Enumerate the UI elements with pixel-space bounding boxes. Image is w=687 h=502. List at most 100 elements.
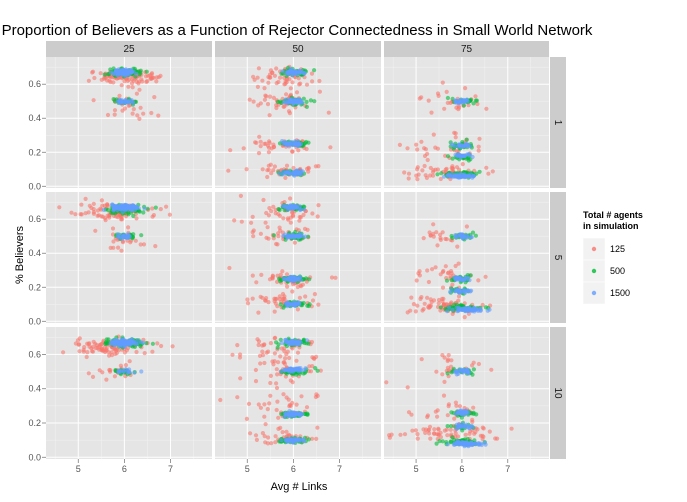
data-point-125 — [159, 343, 164, 349]
data-point-125 — [274, 407, 279, 413]
data-point-125 — [453, 400, 458, 405]
data-point-125 — [128, 240, 133, 245]
data-point-125 — [431, 222, 436, 227]
data-point-125 — [238, 376, 243, 381]
data-point-500 — [312, 99, 317, 104]
data-point-125 — [280, 430, 285, 435]
data-point-125 — [266, 80, 271, 85]
data-point-125 — [95, 213, 100, 218]
data-point-125 — [264, 235, 269, 240]
data-point-125 — [281, 392, 286, 397]
data-point-125 — [149, 110, 154, 116]
data-point-125 — [440, 269, 445, 275]
data-point-125 — [294, 90, 300, 95]
data-point-1500 — [453, 152, 458, 157]
data-point-125 — [251, 234, 256, 239]
data-point-125 — [268, 373, 273, 378]
data-point-125 — [97, 368, 102, 373]
data-point-125 — [313, 394, 318, 400]
data-point-125 — [258, 361, 263, 366]
data-point-1500 — [462, 409, 467, 414]
data-point-125 — [294, 402, 299, 407]
data-point-125 — [449, 358, 454, 363]
data-point-125 — [274, 103, 279, 108]
data-point-500 — [131, 213, 136, 219]
data-point-125 — [290, 400, 295, 406]
data-point-500 — [438, 305, 443, 310]
data-point-125 — [274, 66, 279, 71]
data-point-125 — [489, 367, 494, 372]
data-point-125 — [73, 341, 78, 346]
data-point-125 — [426, 279, 431, 285]
data-point-125 — [425, 157, 430, 163]
data-point-125 — [260, 431, 265, 436]
data-point-1500 — [123, 70, 129, 75]
legend-key-1500 — [591, 290, 597, 296]
data-point-1500 — [462, 234, 467, 239]
data-point-125 — [472, 431, 477, 436]
data-point-1500 — [294, 233, 299, 239]
data-point-500 — [306, 140, 311, 145]
data-point-125 — [402, 432, 408, 437]
data-point-125 — [108, 368, 113, 373]
data-point-125 — [99, 342, 104, 347]
data-point-1500 — [453, 289, 458, 294]
data-point-1500 — [463, 290, 468, 295]
data-point-125 — [442, 106, 447, 111]
data-point-1500 — [282, 140, 287, 146]
data-point-125 — [260, 349, 265, 354]
data-point-125 — [480, 436, 485, 441]
data-point-125 — [272, 351, 277, 356]
data-point-125 — [99, 198, 104, 203]
data-point-125 — [387, 433, 392, 438]
data-point-125 — [254, 437, 259, 442]
points-1500-panel-75-10 — [445, 367, 488, 449]
data-point-1500 — [464, 440, 469, 445]
data-point-1500 — [466, 371, 471, 376]
y-tick-label: 0.2 — [28, 418, 41, 428]
facet-strip-row-5 — [550, 192, 566, 323]
data-point-125 — [415, 432, 420, 437]
data-point-125 — [429, 110, 434, 115]
data-point-125 — [245, 297, 250, 302]
data-point-125 — [305, 227, 310, 232]
y-tick-label: 0.6 — [28, 79, 41, 89]
data-point-125 — [290, 149, 295, 154]
data-point-125 — [265, 407, 270, 412]
data-point-125 — [256, 151, 262, 156]
data-point-1500 — [462, 99, 467, 104]
data-point-125 — [262, 434, 267, 439]
data-point-125 — [262, 97, 267, 102]
data-point-125 — [247, 97, 252, 102]
data-point-125 — [270, 70, 275, 75]
data-point-125 — [290, 380, 295, 385]
data-point-125 — [444, 427, 449, 432]
data-point-125 — [423, 147, 428, 152]
points-1500-panel-25-10 — [108, 337, 146, 375]
data-point-125 — [267, 75, 272, 80]
data-point-125 — [414, 142, 419, 147]
data-point-125 — [255, 84, 260, 89]
x-tick-label: 6 — [122, 464, 127, 474]
data-point-1500 — [459, 442, 464, 447]
data-point-1500 — [286, 302, 291, 307]
data-point-1500 — [134, 205, 139, 211]
data-point-125 — [419, 139, 424, 144]
data-point-125 — [318, 368, 323, 373]
data-point-125 — [312, 356, 317, 361]
data-point-125 — [122, 106, 128, 111]
data-point-125 — [431, 298, 437, 303]
data-point-500 — [471, 101, 476, 106]
data-point-125 — [145, 73, 151, 78]
data-point-500 — [276, 342, 281, 347]
data-point-125 — [278, 354, 283, 359]
data-point-1500 — [295, 277, 300, 282]
data-point-125 — [260, 295, 265, 300]
data-point-125 — [428, 304, 433, 309]
data-point-125 — [138, 105, 143, 110]
data-point-125 — [164, 204, 169, 209]
data-point-125 — [263, 93, 268, 98]
data-point-125 — [483, 274, 488, 279]
data-point-125 — [410, 428, 415, 433]
facet-label-col-25: 25 — [123, 44, 135, 55]
